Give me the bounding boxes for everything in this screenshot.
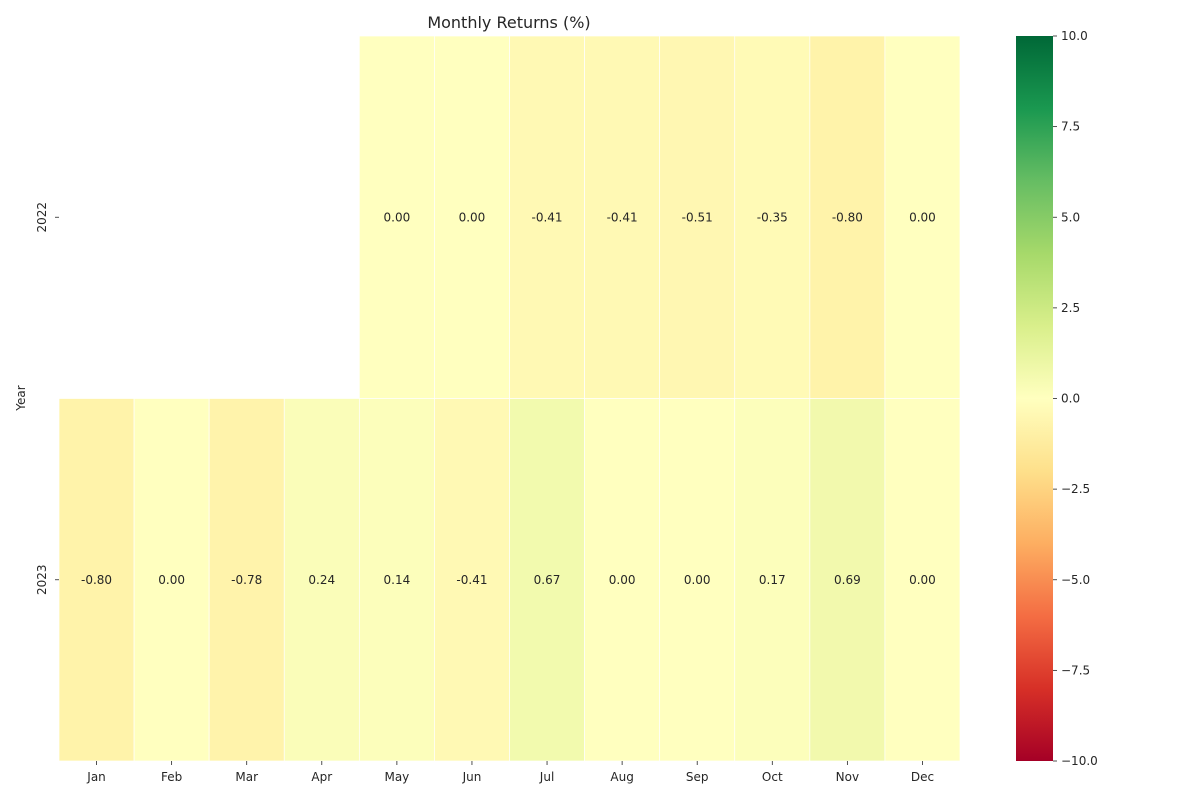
cell-value-label: -0.51: [682, 210, 713, 224]
cell-value-label: 0.17: [759, 573, 786, 587]
heatmap-cell: [809, 398, 886, 762]
heatmap-cell: [434, 35, 510, 399]
colorbar-tick-label: 2.5: [1061, 301, 1080, 315]
heatmap-cell: [734, 398, 811, 762]
heatmap-cell: [884, 398, 961, 762]
colorbar-tick-label: 5.0: [1061, 210, 1080, 224]
colorbar-gradient: [1016, 36, 1053, 761]
x-axis: Jan Feb Mar Apr May Jun Jul Aug Sep Oct Nov Dec: [86, 761, 934, 784]
colorbar-tick-label: 0.0: [1061, 392, 1080, 406]
colorbar-tick-label: −7.5: [1061, 663, 1090, 677]
cell-value-label: -0.78: [231, 573, 262, 587]
cell-value-label: 0.00: [158, 573, 185, 587]
cell-value-label: -0.41: [456, 573, 487, 587]
y-tick-label: 2023: [35, 564, 49, 595]
x-tick-label: Mar: [235, 770, 258, 784]
heatmap-cell: [133, 398, 210, 762]
heatmap-cell: [434, 398, 510, 762]
cell-value-label: 0.67: [534, 573, 561, 587]
heatmap-cell: [584, 398, 661, 762]
heatmap-cell: [584, 35, 661, 399]
cell-value-label: -0.80: [81, 573, 112, 587]
colorbar-ticks: 10.0 7.5 5.0 2.5 0.0 −2.5 −5.0 −7.5 −10.0: [1053, 29, 1098, 768]
cell-value-label: -0.80: [832, 210, 863, 224]
cell-value-label: 0.00: [909, 573, 936, 587]
cell-value-label: -0.41: [532, 210, 563, 224]
colorbar-tick-label: 10.0: [1061, 29, 1088, 43]
y-axis: 2022 2023: [35, 202, 59, 595]
colorbar-tick-label: −10.0: [1061, 754, 1098, 768]
y-axis-label: Year: [14, 385, 28, 411]
x-tick-label: May: [384, 770, 409, 784]
colorbar-tick-label: 7.5: [1061, 120, 1080, 134]
heatmap-cell: [884, 35, 961, 399]
x-tick-label: Jul: [539, 770, 554, 784]
cell-value-label: 0.00: [684, 573, 711, 587]
x-tick-label: Oct: [762, 770, 783, 784]
x-tick-label: Apr: [311, 770, 332, 784]
x-tick-label: Dec: [911, 770, 934, 784]
x-tick-label: Sep: [686, 770, 709, 784]
cell-value-label: 0.00: [609, 573, 636, 587]
x-tick-label: Aug: [610, 770, 633, 784]
cell-value-label: -0.35: [757, 210, 788, 224]
heatmap-cells: 0.00 0.00 -0.41 -0.41 -0.51 -0.35 -0.80 0.00 -0.…: [58, 35, 961, 762]
cell-value-label: 0.00: [909, 210, 936, 224]
heatmap-cell: [734, 35, 811, 399]
cell-value-label: 0.14: [384, 573, 411, 587]
colorbar-tick-label: −5.0: [1061, 573, 1090, 587]
heatmap-cell: [659, 35, 736, 399]
cell-value-label: 0.00: [459, 210, 486, 224]
heatmap-cell: [509, 35, 585, 399]
colorbar: 10.0 7.5 5.0 2.5 0.0 −2.5 −5.0 −7.5 −10.0: [1016, 29, 1098, 768]
y-tick-label: 2022: [35, 202, 49, 233]
x-tick-label: Jan: [86, 770, 106, 784]
cell-value-label: 0.24: [308, 573, 335, 587]
colorbar-tick-label: −2.5: [1061, 482, 1090, 496]
x-tick-label: Feb: [161, 770, 182, 784]
cell-value-label: 0.00: [384, 210, 411, 224]
heatmap-cell: [809, 35, 886, 399]
cell-value-label: 0.69: [834, 573, 861, 587]
heatmap-cell: [509, 398, 585, 762]
x-tick-label: Jun: [462, 770, 482, 784]
cell-value-label: -0.41: [607, 210, 638, 224]
heatmap-cell: [358, 398, 435, 762]
heatmap-cell: [358, 35, 435, 399]
heatmap-cell: [283, 398, 360, 762]
chart-title: Monthly Returns (%): [427, 13, 590, 32]
x-tick-label: Nov: [836, 770, 859, 784]
heatmap-cell: [659, 398, 736, 762]
